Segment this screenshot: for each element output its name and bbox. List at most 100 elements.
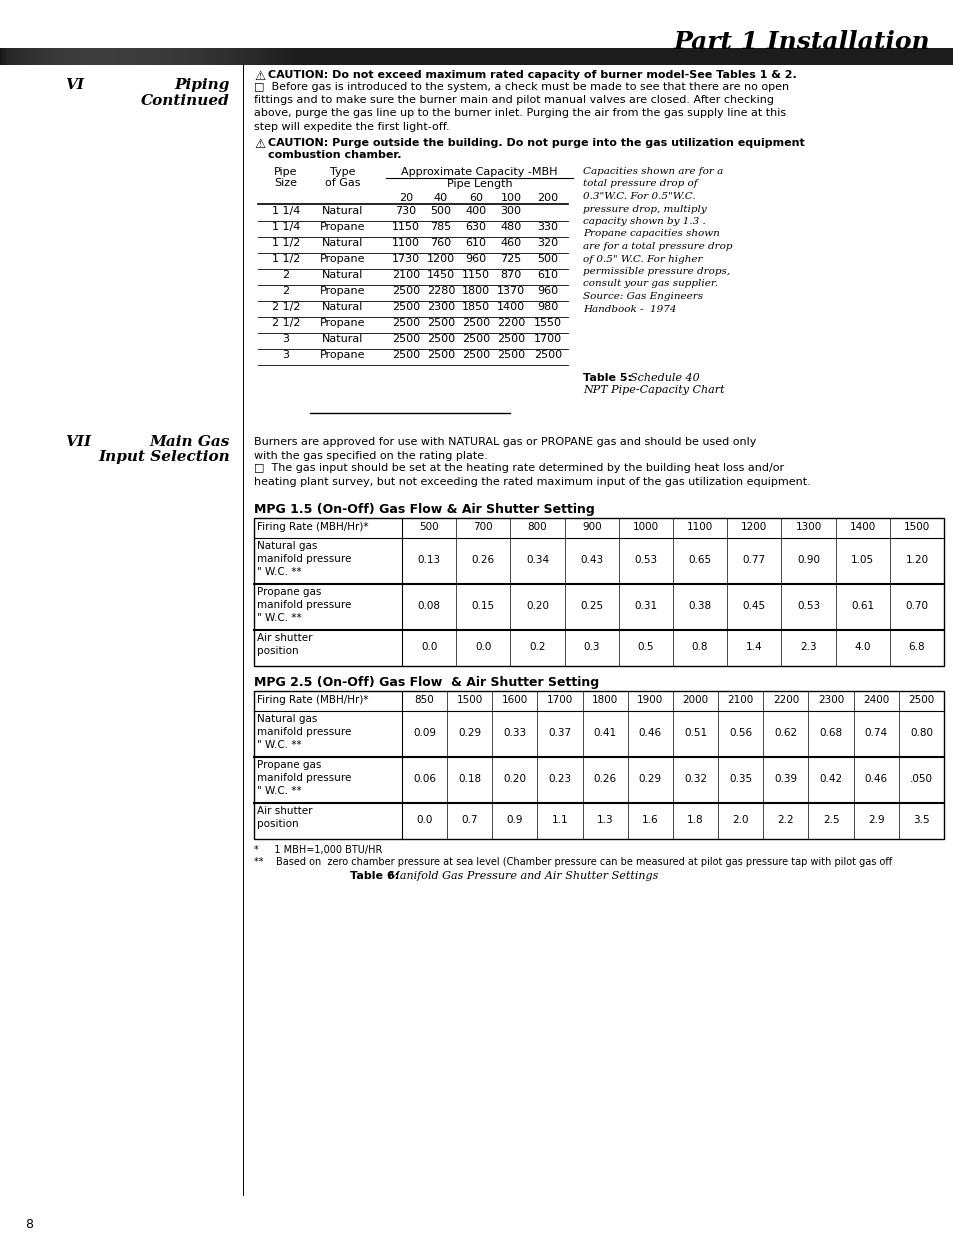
Text: 0.80: 0.80 <box>909 727 932 739</box>
Bar <box>108 48 110 65</box>
Text: Propane gas
manifold pressure
" W.C. **: Propane gas manifold pressure " W.C. ** <box>256 587 351 624</box>
Bar <box>228 48 230 65</box>
Text: 3: 3 <box>282 350 289 359</box>
Bar <box>160 48 162 65</box>
Text: VII: VII <box>65 435 91 450</box>
Text: NPT Pipe-Capacity Chart: NPT Pipe-Capacity Chart <box>582 385 724 395</box>
Bar <box>111 48 112 65</box>
Text: 0.0: 0.0 <box>420 642 436 652</box>
Bar <box>81 48 82 65</box>
Text: 0.0: 0.0 <box>416 815 433 825</box>
Bar <box>193 48 194 65</box>
Text: Propane: Propane <box>320 287 365 296</box>
Bar <box>8 48 9 65</box>
Text: 0.5: 0.5 <box>637 642 654 652</box>
Text: 870: 870 <box>500 270 521 280</box>
Bar <box>39 48 40 65</box>
Bar <box>149 48 150 65</box>
Bar <box>270 48 272 65</box>
Bar <box>236 48 238 65</box>
Text: 630: 630 <box>465 222 486 232</box>
Text: 1800: 1800 <box>592 695 618 705</box>
Bar <box>272 48 273 65</box>
Bar <box>194 48 196 65</box>
Text: 0.3: 0.3 <box>583 642 599 652</box>
Bar <box>181 48 183 65</box>
Bar <box>0 48 953 65</box>
Text: 1100: 1100 <box>686 522 713 532</box>
Bar <box>285 48 286 65</box>
Bar <box>54 48 55 65</box>
Bar <box>126 48 128 65</box>
Bar <box>274 48 275 65</box>
Text: 2 1/2: 2 1/2 <box>272 303 300 312</box>
Text: CAUTION: Purge outside the building. Do not purge into the gas utilization equip: CAUTION: Purge outside the building. Do … <box>268 138 804 159</box>
Text: 0.15: 0.15 <box>471 601 495 611</box>
Text: Propane: Propane <box>320 350 365 359</box>
Text: Size: Size <box>274 178 297 188</box>
Text: 2.2: 2.2 <box>777 815 794 825</box>
Bar <box>79 48 81 65</box>
Bar <box>265 48 267 65</box>
Text: 2: 2 <box>282 287 290 296</box>
Bar <box>188 48 189 65</box>
Text: 460: 460 <box>500 238 521 248</box>
Bar <box>288 48 289 65</box>
Bar <box>147 48 149 65</box>
Text: 960: 960 <box>537 287 558 296</box>
Text: .050: .050 <box>909 774 932 784</box>
Text: 0.18: 0.18 <box>457 774 481 784</box>
Text: Type: Type <box>330 167 355 177</box>
Bar <box>202 48 204 65</box>
Bar <box>91 48 92 65</box>
Text: 0.23: 0.23 <box>548 774 571 784</box>
Bar <box>33 48 34 65</box>
Text: 0.34: 0.34 <box>525 555 549 564</box>
Text: 1500: 1500 <box>456 695 482 705</box>
Text: 3: 3 <box>282 333 289 345</box>
Text: 725: 725 <box>500 254 521 264</box>
Bar <box>243 48 244 65</box>
Text: 0.61: 0.61 <box>850 601 873 611</box>
Text: 1.1: 1.1 <box>551 815 568 825</box>
Text: MPG 2.5 (On-Off) Gas Flow  & Air Shutter Setting: MPG 2.5 (On-Off) Gas Flow & Air Shutter … <box>253 676 598 689</box>
Text: 8: 8 <box>25 1218 33 1231</box>
Text: 60: 60 <box>469 193 482 203</box>
Text: □  The gas input should be set at the heating rate determined by the building he: □ The gas input should be set at the hea… <box>253 463 810 487</box>
Text: 2500: 2500 <box>461 333 490 345</box>
Bar <box>102 48 103 65</box>
Bar <box>278 48 280 65</box>
Text: 0.33: 0.33 <box>503 727 526 739</box>
Text: 330: 330 <box>537 222 558 232</box>
Bar <box>251 48 252 65</box>
Bar <box>159 48 160 65</box>
Bar <box>113 48 115 65</box>
Bar <box>16 48 18 65</box>
Text: 2300: 2300 <box>427 303 455 312</box>
Bar <box>105 48 107 65</box>
Bar <box>142 48 144 65</box>
Text: 730: 730 <box>395 206 416 216</box>
Bar <box>171 48 172 65</box>
Bar <box>0 48 2 65</box>
Bar <box>100 48 102 65</box>
Text: Natural: Natural <box>322 206 363 216</box>
Text: 1100: 1100 <box>392 238 419 248</box>
Bar <box>157 48 159 65</box>
Text: 1150: 1150 <box>461 270 490 280</box>
Bar <box>223 48 225 65</box>
Text: 0.26: 0.26 <box>593 774 617 784</box>
Bar <box>253 48 254 65</box>
Bar <box>252 48 253 65</box>
Bar <box>10 48 12 65</box>
Bar <box>184 48 186 65</box>
Text: Air shutter
position: Air shutter position <box>256 806 313 829</box>
Text: 0.39: 0.39 <box>774 774 797 784</box>
Bar <box>256 48 257 65</box>
Bar <box>13 48 15 65</box>
Bar <box>268 48 270 65</box>
Bar <box>253 517 943 666</box>
Text: 2.5: 2.5 <box>821 815 839 825</box>
Text: 2500: 2500 <box>427 350 455 359</box>
Bar <box>217 48 219 65</box>
